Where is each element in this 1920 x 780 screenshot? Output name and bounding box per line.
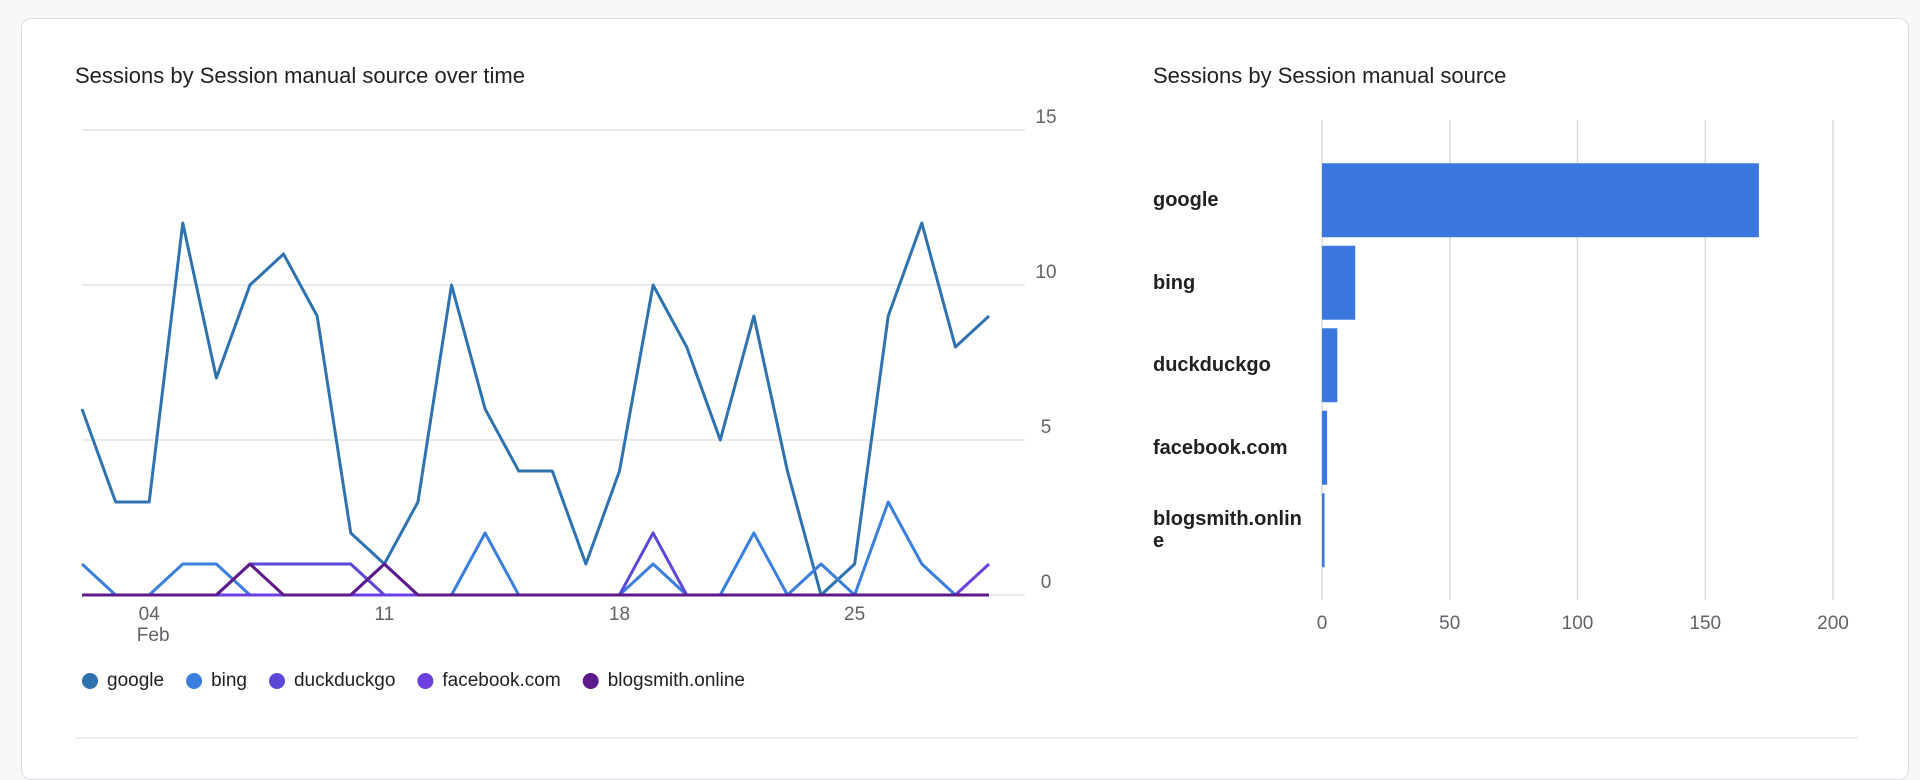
legend-swatch [582,673,599,689]
x-tick-label: 25 [844,604,865,625]
y-tick-label: 5 [1041,417,1052,438]
bar [1322,245,1356,320]
bar [1322,493,1325,568]
x-tick-label: 0 [1317,613,1328,634]
category-label: google [1153,189,1219,212]
chart-title: Sessions by Session manual source [1153,63,1506,88]
page: Sessions by Session manual source over t… [21,18,1909,780]
x-tick-label: 18 [609,604,630,625]
bar [1322,163,1759,238]
category-label: bing [1153,271,1196,294]
x-tick-label: 100 [1562,613,1594,634]
charts: Sessions by Session manual source over t… [75,63,1858,739]
category-label: blogsmith.online [1153,508,1302,553]
category-label: duckduckgo [1153,354,1271,377]
category-label: facebook.com [1153,436,1288,459]
card [21,18,1909,780]
legend-swatch [186,673,203,689]
y-tick-label: 0 [1041,572,1052,593]
line-series [82,562,989,597]
legend-label: facebook.com [442,670,560,691]
line-series [82,562,991,597]
x-tick-label: 50 [1439,613,1460,634]
legend-label: google [107,670,164,691]
legend-label: blogsmith.online [608,670,745,691]
y-tick-label: 10 [1035,262,1056,283]
bar [1322,410,1328,485]
legend-label: duckduckgo [294,670,395,691]
legend-swatch [417,673,434,689]
legend-swatch [82,673,98,689]
legend-swatch [268,673,285,689]
bar [1322,328,1338,403]
x-tick-label: 04 [139,604,161,625]
x-tick-label: 200 [1817,613,1849,634]
y-tick-label: 15 [1035,107,1056,128]
x-tick-label: 150 [1689,613,1721,634]
line-series [80,500,989,597]
line-series [80,221,991,597]
chart-title: Sessions by Session manual source over t… [75,63,525,88]
x-tick-label: 11 [374,604,394,625]
x-month-label: Feb [137,625,170,646]
legend-label: bing [211,670,247,691]
